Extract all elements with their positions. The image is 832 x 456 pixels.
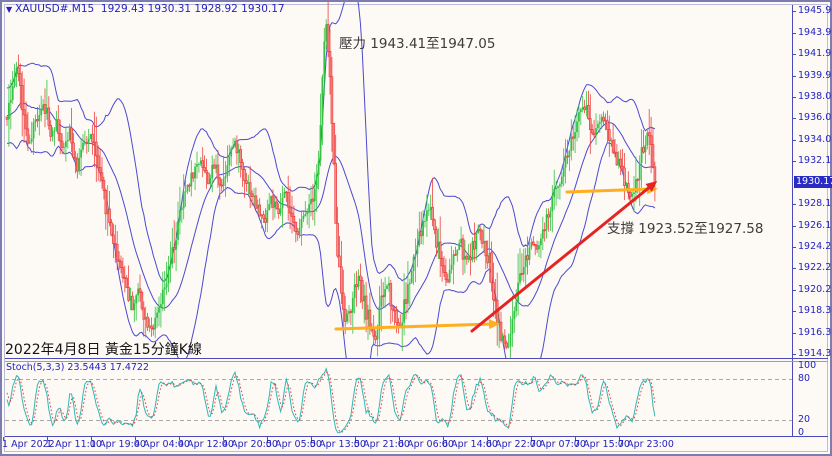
price-chart-canvas[interactable] [0,0,832,456]
chart-window: ▼ XAUUSD#.M15 1929.43 1930.31 1928.92 193… [0,0,832,456]
